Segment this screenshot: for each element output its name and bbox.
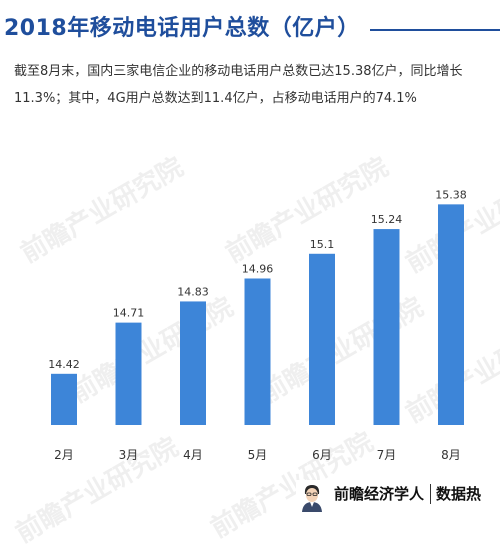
- data-label: 14.96: [242, 262, 274, 275]
- x-tick-label: 5月: [248, 448, 268, 462]
- footer-brand: 前瞻经济学人 数据热: [296, 478, 500, 512]
- data-label: 14.83: [177, 285, 209, 298]
- bar-6月: [309, 253, 335, 425]
- bar-4月: [180, 301, 206, 425]
- data-label: 14.42: [48, 358, 80, 371]
- bar-7月: [373, 229, 400, 425]
- x-tick-label: 7月: [377, 448, 397, 462]
- footer-brand-tag: 数据热: [436, 485, 482, 503]
- bar-3月: [115, 322, 142, 425]
- bar-chart: 14.42 2月 14.71 3月 14.83 4月 14.96 5月 15.1 6月 15.24 7…: [48, 188, 467, 462]
- x-tick-label: 2月: [54, 448, 74, 462]
- bar-8月: [438, 204, 464, 425]
- x-tick-label: 6月: [312, 448, 332, 462]
- data-label: 15.24: [371, 213, 403, 226]
- description-text: 截至8月末，国内三家电信企业的移动电话用户总数已达15.38亿户，同比增长11.…: [14, 64, 463, 106]
- x-tick-label: 8月: [441, 448, 461, 462]
- avatar-icon: [296, 480, 328, 512]
- footer-separator: [430, 484, 431, 504]
- page-title: 2018年移动电话用户总数（亿户）: [4, 12, 370, 46]
- bar-2月: [51, 373, 77, 425]
- x-tick-label: 3月: [119, 448, 139, 462]
- footer-brand-name: 前瞻经济学人: [334, 485, 425, 503]
- data-label: 15.1: [310, 238, 335, 251]
- data-label: 15.38: [435, 188, 467, 201]
- data-label: 14.71: [113, 307, 145, 320]
- title-bar: 2018年移动电话用户总数（亿户）: [0, 8, 500, 52]
- bar-5月: [244, 278, 271, 425]
- x-tick-label: 4月: [183, 448, 203, 462]
